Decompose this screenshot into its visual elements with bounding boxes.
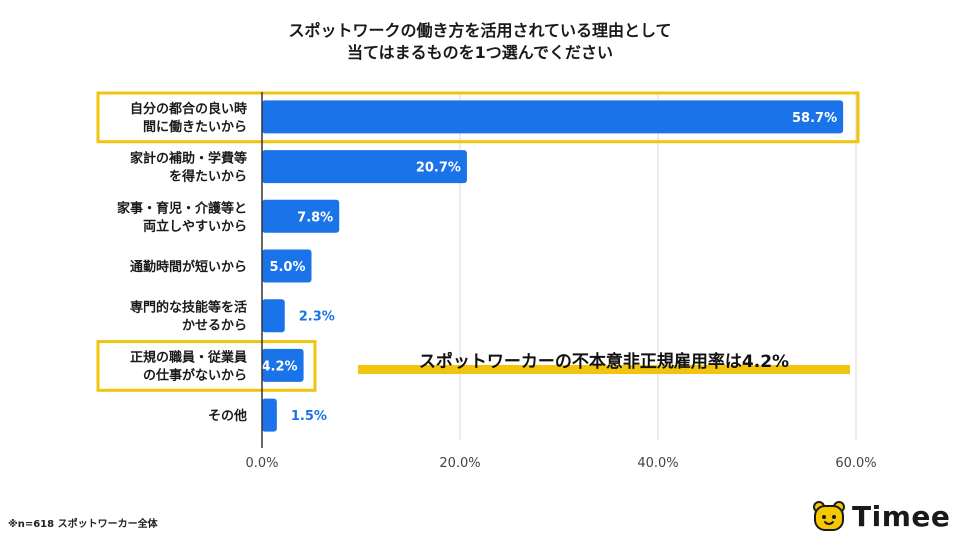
x-tick-label: 40.0% bbox=[637, 456, 678, 471]
logo-text: Timee bbox=[852, 499, 951, 533]
bar bbox=[262, 150, 467, 184]
callout-highlight: スポットワーカーの不本意非正規雇用率は4.2% bbox=[358, 350, 850, 374]
bar bbox=[262, 100, 844, 134]
category-label: 家計の補助・学費等 bbox=[130, 151, 247, 167]
bear-face-icon bbox=[813, 501, 845, 531]
value-label: 7.8% bbox=[297, 210, 333, 225]
timee-logo: Timee bbox=[812, 498, 950, 534]
value-label: 4.2% bbox=[262, 359, 298, 374]
sample-size-note: ※n=618 スポットワーカー全体 bbox=[8, 519, 158, 530]
bar bbox=[262, 199, 340, 233]
value-label: 58.7% bbox=[792, 111, 837, 126]
bar bbox=[262, 398, 277, 432]
highlight-box bbox=[96, 91, 860, 144]
x-tick-label: 0.0% bbox=[245, 456, 278, 471]
value-label: 5.0% bbox=[269, 260, 305, 275]
category-label: かせるから bbox=[182, 319, 247, 334]
value-label: 20.7% bbox=[416, 161, 461, 176]
highlight-box bbox=[96, 340, 317, 392]
x-tick-label: 20.0% bbox=[439, 456, 480, 471]
category-label: 両立しやすいから bbox=[143, 218, 247, 234]
category-label: の仕事がないから bbox=[143, 367, 247, 383]
category-label: 自分の都合の良い時 bbox=[130, 101, 247, 117]
category-label: 専門的な技能等を活 bbox=[130, 300, 247, 316]
category-label: 正規の職員・従業員 bbox=[130, 349, 247, 365]
category-label: その他 bbox=[208, 408, 247, 424]
category-label: 間に働きたいから bbox=[143, 119, 247, 135]
x-tick-label: 60.0% bbox=[835, 456, 876, 471]
category-label: 家事・育児・介護等と bbox=[117, 200, 247, 216]
bar bbox=[262, 299, 285, 333]
category-label: を得たいから bbox=[169, 169, 247, 185]
chart-title-line-1: スポットワークの働き方を活用されている理由として bbox=[288, 21, 672, 40]
value-label: 2.3% bbox=[299, 310, 335, 325]
chart-title: スポットワークの働き方を活用されている理由として 当てはまるものを1つ選んでくだ… bbox=[0, 20, 960, 64]
chart-title-line-2: 当てはまるものを1つ選んでください bbox=[346, 43, 613, 62]
bar bbox=[262, 348, 304, 382]
value-label: 1.5% bbox=[291, 409, 327, 424]
category-label: 通勤時間が短いから bbox=[130, 259, 247, 275]
bar bbox=[262, 249, 312, 283]
